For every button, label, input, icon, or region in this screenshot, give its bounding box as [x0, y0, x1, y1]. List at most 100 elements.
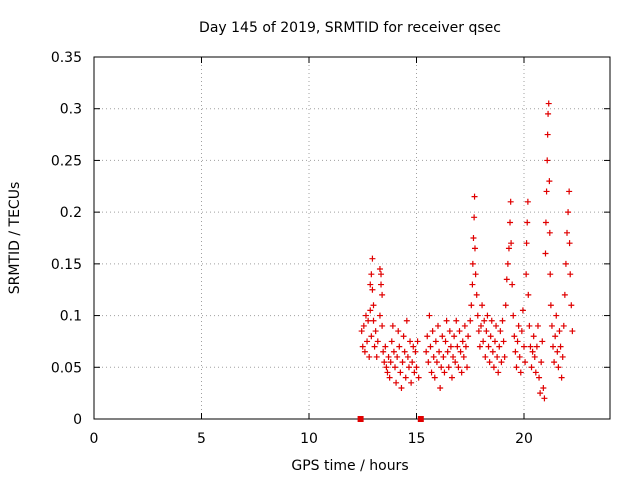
data-point [568, 302, 575, 309]
data-point [367, 307, 374, 314]
data-point [513, 364, 520, 371]
data-point [555, 364, 562, 371]
data-point [369, 286, 376, 293]
data-point [403, 317, 410, 324]
data-point [539, 338, 546, 345]
axis-marker [417, 416, 424, 422]
data-point [409, 359, 416, 366]
data-point [499, 317, 506, 324]
y-tick-label: 0.3 [60, 102, 82, 118]
data-point [527, 343, 534, 350]
data-point [431, 374, 438, 381]
data-point [455, 364, 462, 371]
data-point [490, 364, 497, 371]
data-point [521, 343, 527, 350]
data-point [397, 369, 404, 376]
data-point [404, 353, 411, 360]
data-point [545, 100, 552, 107]
y-tick-label: 0.2 [60, 205, 82, 221]
data-point [569, 328, 576, 335]
data-point [450, 353, 457, 360]
data-point [413, 364, 420, 371]
data-point [547, 302, 554, 309]
data-point [367, 281, 374, 288]
data-point [374, 338, 381, 345]
data-point [370, 317, 377, 324]
data-point [544, 157, 551, 164]
y-axis-label: SRMTID / TECUs [7, 182, 23, 295]
data-point [467, 317, 474, 324]
data-point [558, 374, 565, 381]
data-point [437, 384, 444, 391]
data-point [451, 333, 458, 340]
data-point [432, 338, 439, 345]
data-point [427, 343, 434, 350]
data-point [526, 322, 533, 329]
data-point [553, 312, 560, 319]
data-point [398, 384, 405, 391]
data-point [380, 348, 387, 355]
data-point [533, 343, 540, 350]
data-point [545, 110, 552, 117]
data-point [362, 312, 369, 319]
data-point [566, 188, 573, 195]
data-point [479, 302, 486, 309]
y-tick-label: 0.25 [51, 153, 82, 169]
data-point [441, 369, 448, 376]
data-point [365, 317, 372, 324]
data-point [556, 328, 563, 335]
data-point [468, 302, 475, 309]
data-point [489, 348, 496, 355]
data-point [486, 359, 493, 366]
y-tick-label: 0.05 [51, 360, 82, 376]
data-point [524, 198, 531, 205]
data-point [537, 390, 544, 397]
data-point [439, 333, 446, 340]
data-point [524, 219, 531, 226]
data-point [366, 353, 373, 360]
data-point [522, 359, 529, 366]
data-point [461, 322, 468, 329]
data-point [561, 291, 568, 298]
data-point [446, 328, 453, 335]
data-point [516, 353, 523, 360]
data-point [546, 178, 553, 185]
data-point [369, 255, 376, 262]
data-point [495, 369, 502, 376]
data-point [405, 364, 412, 371]
data-point [393, 379, 400, 386]
data-point [562, 260, 569, 267]
data-point [534, 322, 541, 329]
data-point [402, 374, 409, 381]
data-point [400, 333, 407, 340]
data-point [379, 322, 386, 329]
data-point [540, 384, 547, 391]
data-point [368, 333, 375, 340]
data-point [531, 353, 538, 360]
y-tick-label: 0.15 [51, 257, 82, 273]
data-point [472, 271, 479, 278]
data-point [412, 348, 419, 355]
data-points [358, 100, 576, 402]
data-point [364, 338, 371, 345]
axis-markers [357, 416, 424, 422]
x-axis: 0 5 10 15 20 [90, 57, 533, 447]
axis-marker [357, 416, 364, 422]
x-tick-label: 0 [90, 431, 99, 447]
data-point [542, 219, 549, 226]
data-point [541, 395, 548, 402]
data-point [471, 214, 478, 221]
data-point [497, 328, 504, 335]
data-point [491, 338, 498, 345]
data-point [508, 240, 515, 247]
data-point [471, 193, 478, 200]
data-point [469, 281, 476, 288]
data-point [551, 359, 558, 366]
data-point [447, 343, 454, 350]
data-point [426, 312, 433, 319]
data-point [368, 271, 375, 278]
y-tick-label: 0 [73, 412, 82, 428]
data-point [542, 250, 549, 257]
data-point [358, 328, 365, 335]
